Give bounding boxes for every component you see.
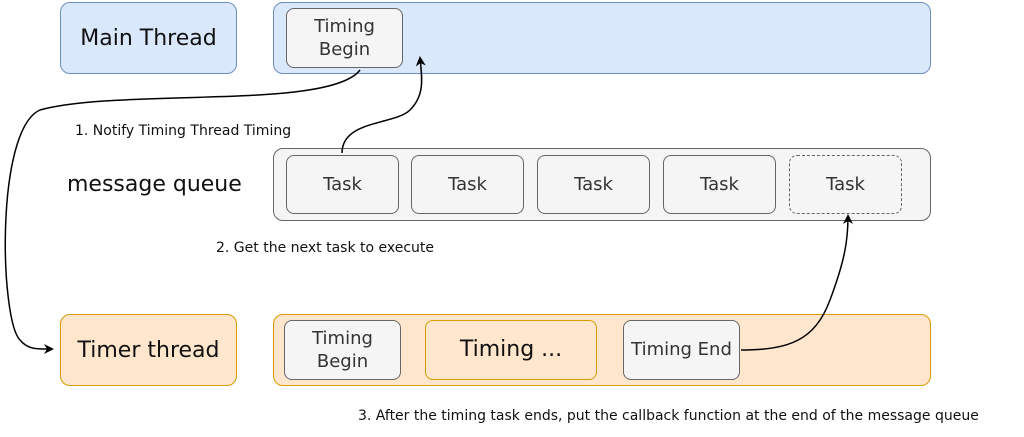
queue-task-3: Task [537,155,650,214]
main-timing-begin-text: Timing Begin [314,15,375,60]
timer-timing-begin-text: Timing Begin [312,327,373,372]
timer-thread-label: Timer thread [77,337,220,363]
message-queue-label: message queue [67,172,242,197]
arrow-notify-timer-thread [4,69,361,355]
queue-task-5-text: Task [826,173,865,195]
timer-timing-end-node: Timing End [623,320,740,380]
queue-task-4-text: Task [700,173,739,195]
timer-timing-running-node: Timing ... [425,320,597,380]
step-1-note: 1. Notify Timing Thread Timing [75,123,292,139]
queue-task-5-pending: Task [789,155,902,214]
main-thread-label-box: Main Thread [60,2,237,74]
timer-timing-running-text: Timing ... [459,336,563,362]
arrow-callback-to-queue [740,214,853,351]
main-timing-begin-node: Timing Begin [286,8,403,68]
queue-task-2-text: Task [448,173,487,195]
queue-task-2: Task [411,155,524,214]
main-thread-label: Main Thread [80,25,217,51]
arrow-get-next-task [341,56,426,154]
queue-task-3-text: Task [574,173,613,195]
step-2-note: 2. Get the next task to execute [216,240,435,256]
step-3-note: 3. After the timing task ends, put the c… [358,408,979,424]
queue-task-1-text: Task [323,173,362,195]
queue-task-4: Task [663,155,776,214]
timer-timing-end-text: Timing End [631,339,732,361]
timer-thread-label-box: Timer thread [60,314,237,386]
queue-task-1: Task [286,155,399,214]
timer-timing-begin-node: Timing Begin [284,320,401,380]
